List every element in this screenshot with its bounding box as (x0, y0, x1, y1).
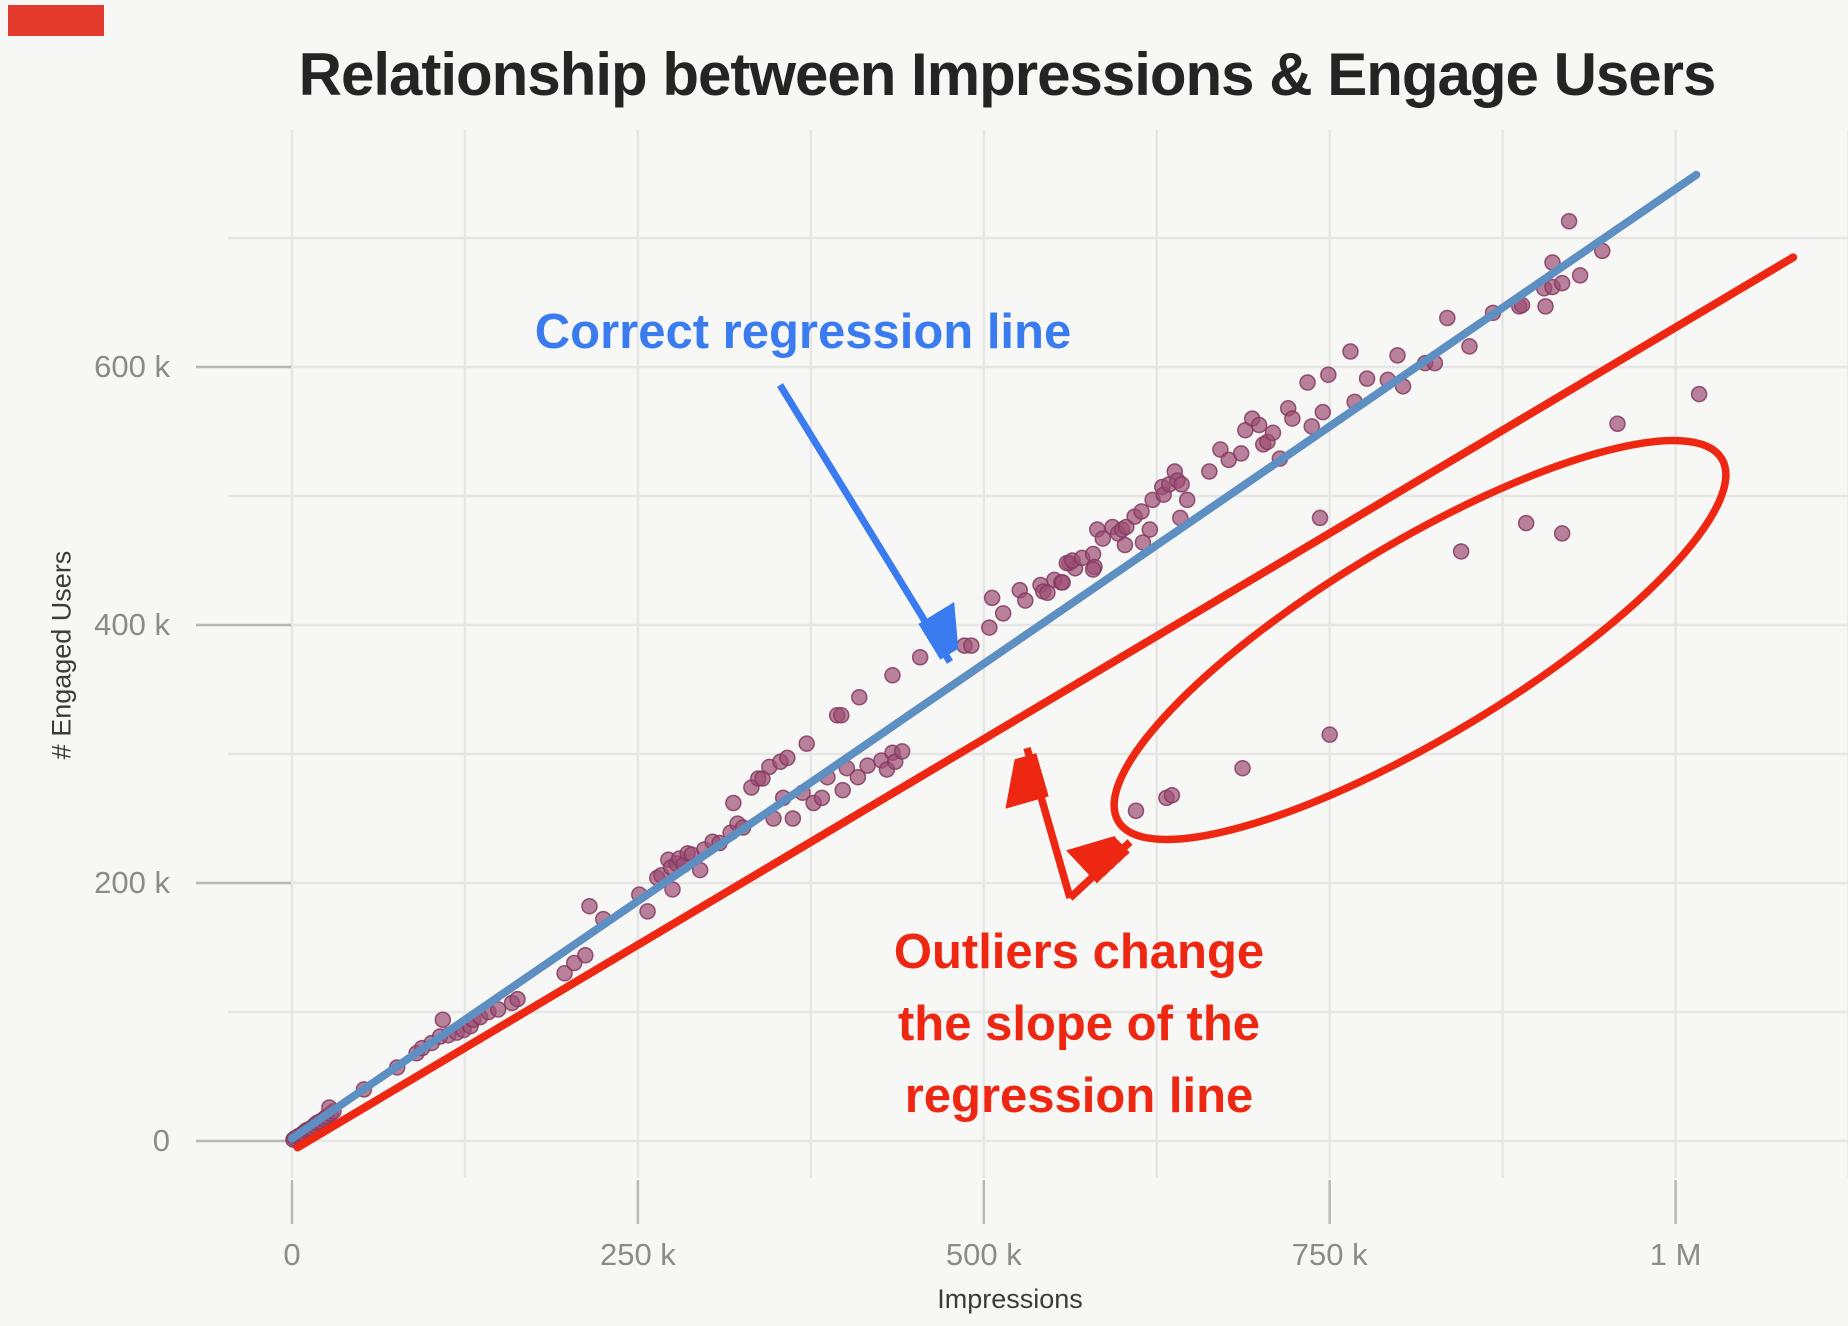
y-tick-label: 600 k (94, 349, 170, 384)
y-tick-label: 200 k (94, 865, 170, 900)
x-tick-label: 0 (283, 1237, 301, 1272)
y-axis-title: # Engaged Users (46, 550, 77, 760)
corner-marker (8, 5, 104, 36)
x-tick-label: 500 k (945, 1237, 1022, 1272)
x-tick-label: 1 M (1649, 1237, 1702, 1272)
x-axis-title: Impressions (937, 1284, 1083, 1314)
chart-title: Relationship between Impressions & Engag… (298, 41, 1717, 108)
x-tick-label: 750 k (1291, 1237, 1368, 1272)
red-annotation-line1: Outliers change (893, 925, 1265, 979)
x-tick-label: 250 k (599, 1237, 676, 1272)
y-tick-label: 400 k (94, 607, 170, 642)
y-tick-label: 0 (152, 1123, 170, 1158)
red-annotation-label: Outliers change the slope of the regress… (894, 916, 1264, 1132)
red-annotation-line2: the slope of the (897, 997, 1261, 1051)
red-annotation-line3: regression line (904, 1069, 1254, 1123)
blue-annotation-label: Correct regression line (534, 305, 1072, 359)
